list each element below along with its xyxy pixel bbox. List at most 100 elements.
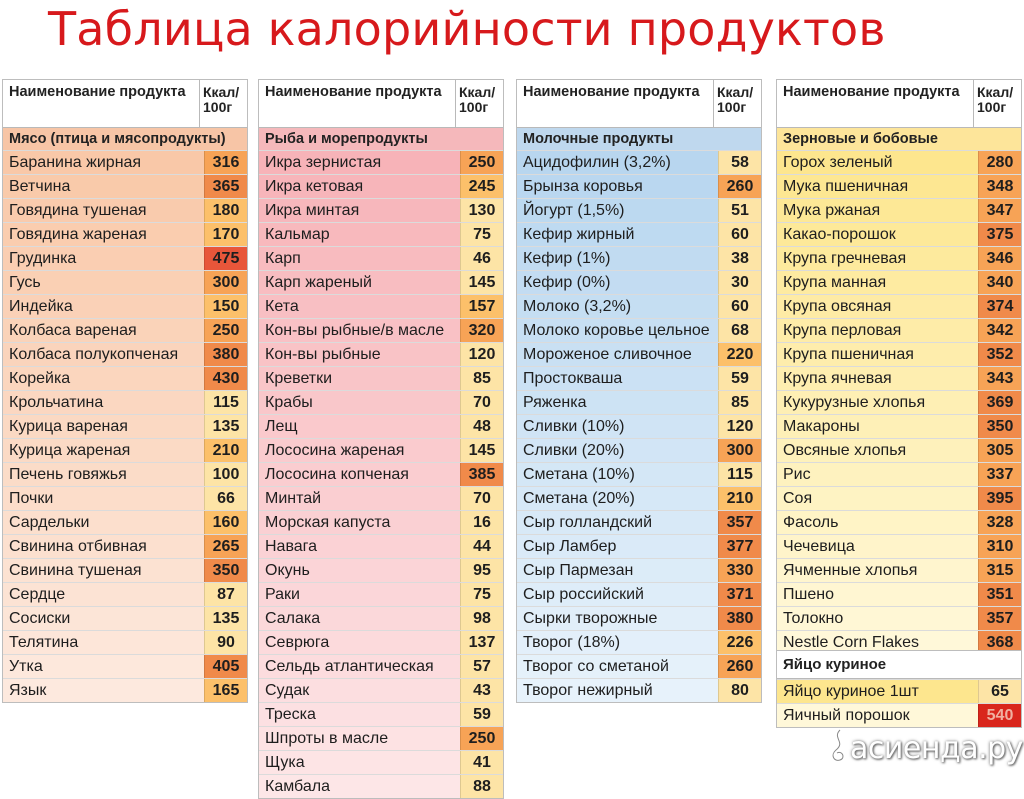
kcal-value: 320 (460, 319, 503, 342)
table-row: Говядина жареная 170 (3, 222, 247, 246)
product-name: Молоко коровье цельное (517, 319, 718, 342)
table-row: Икра минтая 130 (259, 198, 503, 222)
product-name: Говядина жареная (3, 223, 204, 246)
table-row: Икра зернистая 250 (259, 150, 503, 174)
table-row: Творог (18%) 226 (517, 630, 761, 654)
product-name: Соя (777, 487, 978, 510)
table-row: Сардельки 160 (3, 510, 247, 534)
product-name: Крупа ячневая (777, 367, 978, 390)
product-name: Какао-порошок (777, 223, 978, 246)
table-row: Свинина отбивная 265 (3, 534, 247, 558)
table-row: Ветчина 365 (3, 174, 247, 198)
category-title: Зерновые и бобовые (777, 128, 1021, 150)
product-name: Крупа манная (777, 271, 978, 294)
product-name: Кефир (0%) (517, 271, 718, 294)
kcal-value: 95 (460, 559, 503, 582)
product-name: Кальмар (259, 223, 460, 246)
table-header: Наименование продукта Ккал/ 100г (3, 80, 247, 128)
kcal-value: 85 (718, 391, 761, 414)
calorie-table-grains: Наименование продукта Ккал/ 100г Зерновы… (776, 79, 1022, 655)
table-row: Утка 405 (3, 654, 247, 678)
kcal-value: 357 (718, 511, 761, 534)
kcal-value: 135 (204, 415, 247, 438)
product-name: Рис (777, 463, 978, 486)
category-title: Мясо (птица и мясопродукты) (3, 128, 247, 150)
product-name: Сливки (10%) (517, 415, 718, 438)
kcal-value: 135 (204, 607, 247, 630)
table-row: Какао-порошок 375 (777, 222, 1021, 246)
table-row: Щука 41 (259, 750, 503, 774)
table-row: Соя 395 (777, 486, 1021, 510)
kcal-value: 351 (978, 583, 1021, 606)
table-row: Треска 59 (259, 702, 503, 726)
product-name: Крупа перловая (777, 319, 978, 342)
kcal-value: 66 (204, 487, 247, 510)
table-row: Чечевица 310 (777, 534, 1021, 558)
product-name: Лососина жареная (259, 439, 460, 462)
kcal-value: 57 (460, 655, 503, 678)
table-row: Брынза коровья 260 (517, 174, 761, 198)
kcal-value: 365 (204, 175, 247, 198)
kcal-value: 540 (978, 704, 1021, 727)
kcal-value: 250 (460, 727, 503, 750)
kcal-value: 371 (718, 583, 761, 606)
kcal-value: 59 (718, 367, 761, 390)
table-row: Крупа ячневая 343 (777, 366, 1021, 390)
table-row: Кукурузные хлопья 369 (777, 390, 1021, 414)
kcal-value: 310 (978, 535, 1021, 558)
product-name: Окунь (259, 559, 460, 582)
table-row: Окунь 95 (259, 558, 503, 582)
table-row: Макароны 350 (777, 414, 1021, 438)
kcal-value: 385 (460, 463, 503, 486)
table-row: Минтай 70 (259, 486, 503, 510)
product-name: Крупа овсяная (777, 295, 978, 318)
kcal-value: 46 (460, 247, 503, 270)
product-name: Свинина отбивная (3, 535, 204, 558)
product-name: Крабы (259, 391, 460, 414)
table-row: Колбаса вареная 250 (3, 318, 247, 342)
table-header: Наименование продукта Ккал/ 100г (517, 80, 761, 128)
table-row: Сельдь атлантическая 57 (259, 654, 503, 678)
table-row: Кальмар 75 (259, 222, 503, 246)
product-name: Курица жареная (3, 439, 204, 462)
kcal-value: 70 (460, 487, 503, 510)
product-name: Сыр Ламбер (517, 535, 718, 558)
kcal-value: 130 (460, 199, 503, 222)
product-name: Говядина тушеная (3, 199, 204, 222)
product-name: Баранина жирная (3, 151, 204, 174)
product-name: Яйцо куриное 1шт (777, 680, 978, 703)
clef-icon (831, 728, 845, 762)
product-name: Овсяные хлопья (777, 439, 978, 462)
table-row: Раки 75 (259, 582, 503, 606)
product-name: Кефир жирный (517, 223, 718, 246)
product-name: Ветчина (3, 175, 204, 198)
table-row: Крупа пшеничная 352 (777, 342, 1021, 366)
kcal-value: 115 (718, 463, 761, 486)
product-name: Творог (18%) (517, 631, 718, 654)
table-row: Корейка 430 (3, 366, 247, 390)
product-name: Яичный порошок (777, 704, 978, 727)
table-row: Почки 66 (3, 486, 247, 510)
kcal-value: 300 (204, 271, 247, 294)
table-row: Кон-вы рыбные 120 (259, 342, 503, 366)
table-row: Камбала 88 (259, 774, 503, 798)
product-name: Индейка (3, 295, 204, 318)
product-name: Сливки (20%) (517, 439, 718, 462)
kcal-value: 260 (718, 175, 761, 198)
kcal-value: 150 (204, 295, 247, 318)
header-name: Наименование продукта (9, 84, 186, 100)
kcal-value: 87 (204, 583, 247, 606)
kcal-value: 316 (204, 151, 247, 174)
kcal-value: 60 (718, 223, 761, 246)
product-name: Кукурузные хлопья (777, 391, 978, 414)
kcal-value: 44 (460, 535, 503, 558)
table-row: Грудинка 475 (3, 246, 247, 270)
product-name: Простокваша (517, 367, 718, 390)
product-name: Молоко (3,2%) (517, 295, 718, 318)
table-row: Курица вареная 135 (3, 414, 247, 438)
kcal-value: 80 (718, 679, 761, 702)
table-row: Nestle Corn Flakes 368 (777, 630, 1021, 654)
table-row: Сердце 87 (3, 582, 247, 606)
product-name: Сырки творожные (517, 607, 718, 630)
product-name: Корейка (3, 367, 204, 390)
